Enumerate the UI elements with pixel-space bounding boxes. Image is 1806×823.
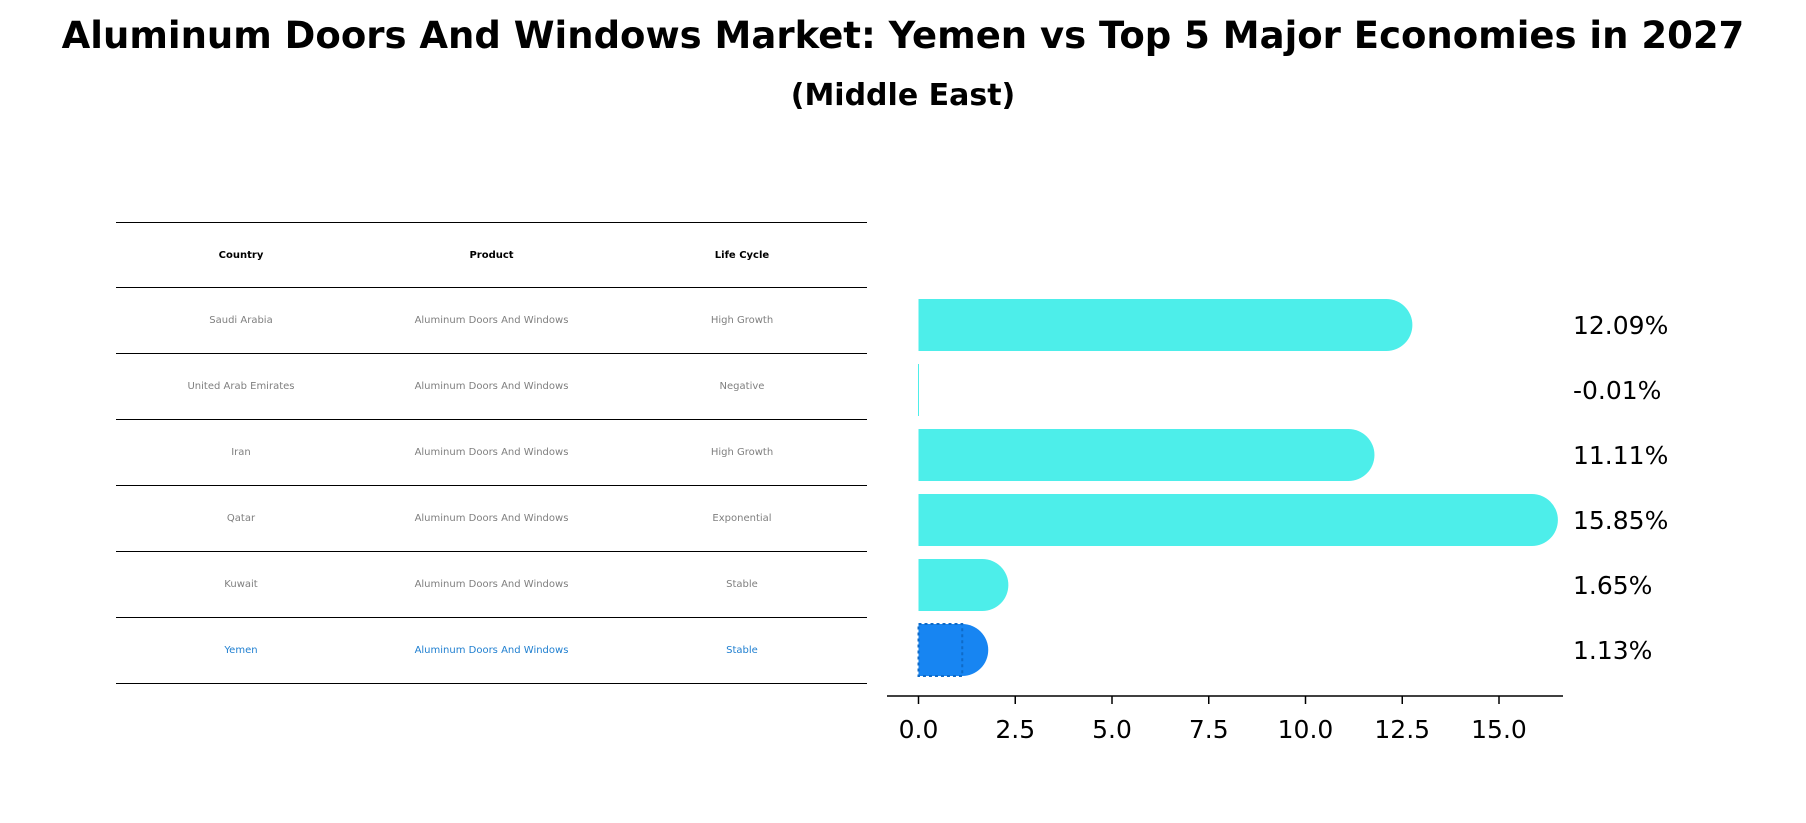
bar xyxy=(918,364,919,416)
country-cell: Kuwait xyxy=(224,579,258,590)
country-cell: Iran xyxy=(231,447,251,458)
country-cell: United Arab Emirates xyxy=(187,381,295,392)
table-row: Qatar Aluminum Doors And Windows Exponen… xyxy=(116,486,867,552)
country-cell: Yemen xyxy=(224,645,258,656)
x-tick-label: 5.0 xyxy=(1092,715,1132,744)
chart-title: Aluminum Doors And Windows Market: Yemen… xyxy=(61,14,1745,57)
header-product: Product xyxy=(469,249,514,261)
header-life-cycle: Life Cycle xyxy=(714,249,770,261)
value-label: 11.11% xyxy=(1573,441,1668,470)
value-label: 12.09% xyxy=(1573,311,1668,340)
life-cycle-cell: Negative xyxy=(719,381,765,392)
bar-highlight xyxy=(918,624,989,676)
table-row: Kuwait Aluminum Doors And Windows Stable xyxy=(116,552,867,618)
x-tick-label: 7.5 xyxy=(1189,715,1229,744)
product-cell: Aluminum Doors And Windows xyxy=(414,315,569,326)
bar xyxy=(918,429,1375,481)
table-row: United Arab Emirates Aluminum Doors And … xyxy=(116,354,867,420)
life-cycle-cell: High Growth xyxy=(710,447,774,458)
country-cell: Saudi Arabia xyxy=(209,315,273,326)
bar xyxy=(918,299,1413,351)
x-tick-label: 10.0 xyxy=(1278,715,1334,744)
life-cycle-cell: High Growth xyxy=(710,315,774,326)
bar xyxy=(918,559,1009,611)
table-header-row: Country Product Life Cycle xyxy=(116,222,867,288)
product-cell: Aluminum Doors And Windows xyxy=(414,447,569,458)
header-country: Country xyxy=(218,249,264,261)
life-cycle-cell: Stable xyxy=(726,579,758,590)
value-label: 1.65% xyxy=(1573,571,1652,600)
chart-subtitle: (Middle East) xyxy=(790,78,1016,113)
value-label: 15.85% xyxy=(1573,506,1668,535)
value-label: -0.01% xyxy=(1573,376,1661,405)
x-tick-label: 0.0 xyxy=(899,715,939,744)
product-cell: Aluminum Doors And Windows xyxy=(414,381,569,392)
product-cell: Aluminum Doors And Windows xyxy=(414,579,569,590)
product-cell: Aluminum Doors And Windows xyxy=(414,513,569,524)
country-cell: Qatar xyxy=(226,513,256,524)
life-cycle-cell: Stable xyxy=(726,645,758,656)
table-row: Iran Aluminum Doors And Windows High Gro… xyxy=(116,420,867,486)
table-row: Saudi Arabia Aluminum Doors And Windows … xyxy=(116,288,867,354)
product-cell: Aluminum Doors And Windows xyxy=(414,645,569,656)
x-tick-label: 12.5 xyxy=(1374,715,1430,744)
life-cycle-cell: Exponential xyxy=(712,513,772,524)
market-table: Country Product Life Cycle Saudi Arabia … xyxy=(116,222,867,684)
value-label: 1.13% xyxy=(1573,636,1652,665)
x-tick-label: 2.5 xyxy=(995,715,1035,744)
table-row-highlight: Yemen Aluminum Doors And Windows Stable xyxy=(116,618,867,684)
x-tick-label: 15.0 xyxy=(1471,715,1527,744)
bar xyxy=(918,494,1558,546)
